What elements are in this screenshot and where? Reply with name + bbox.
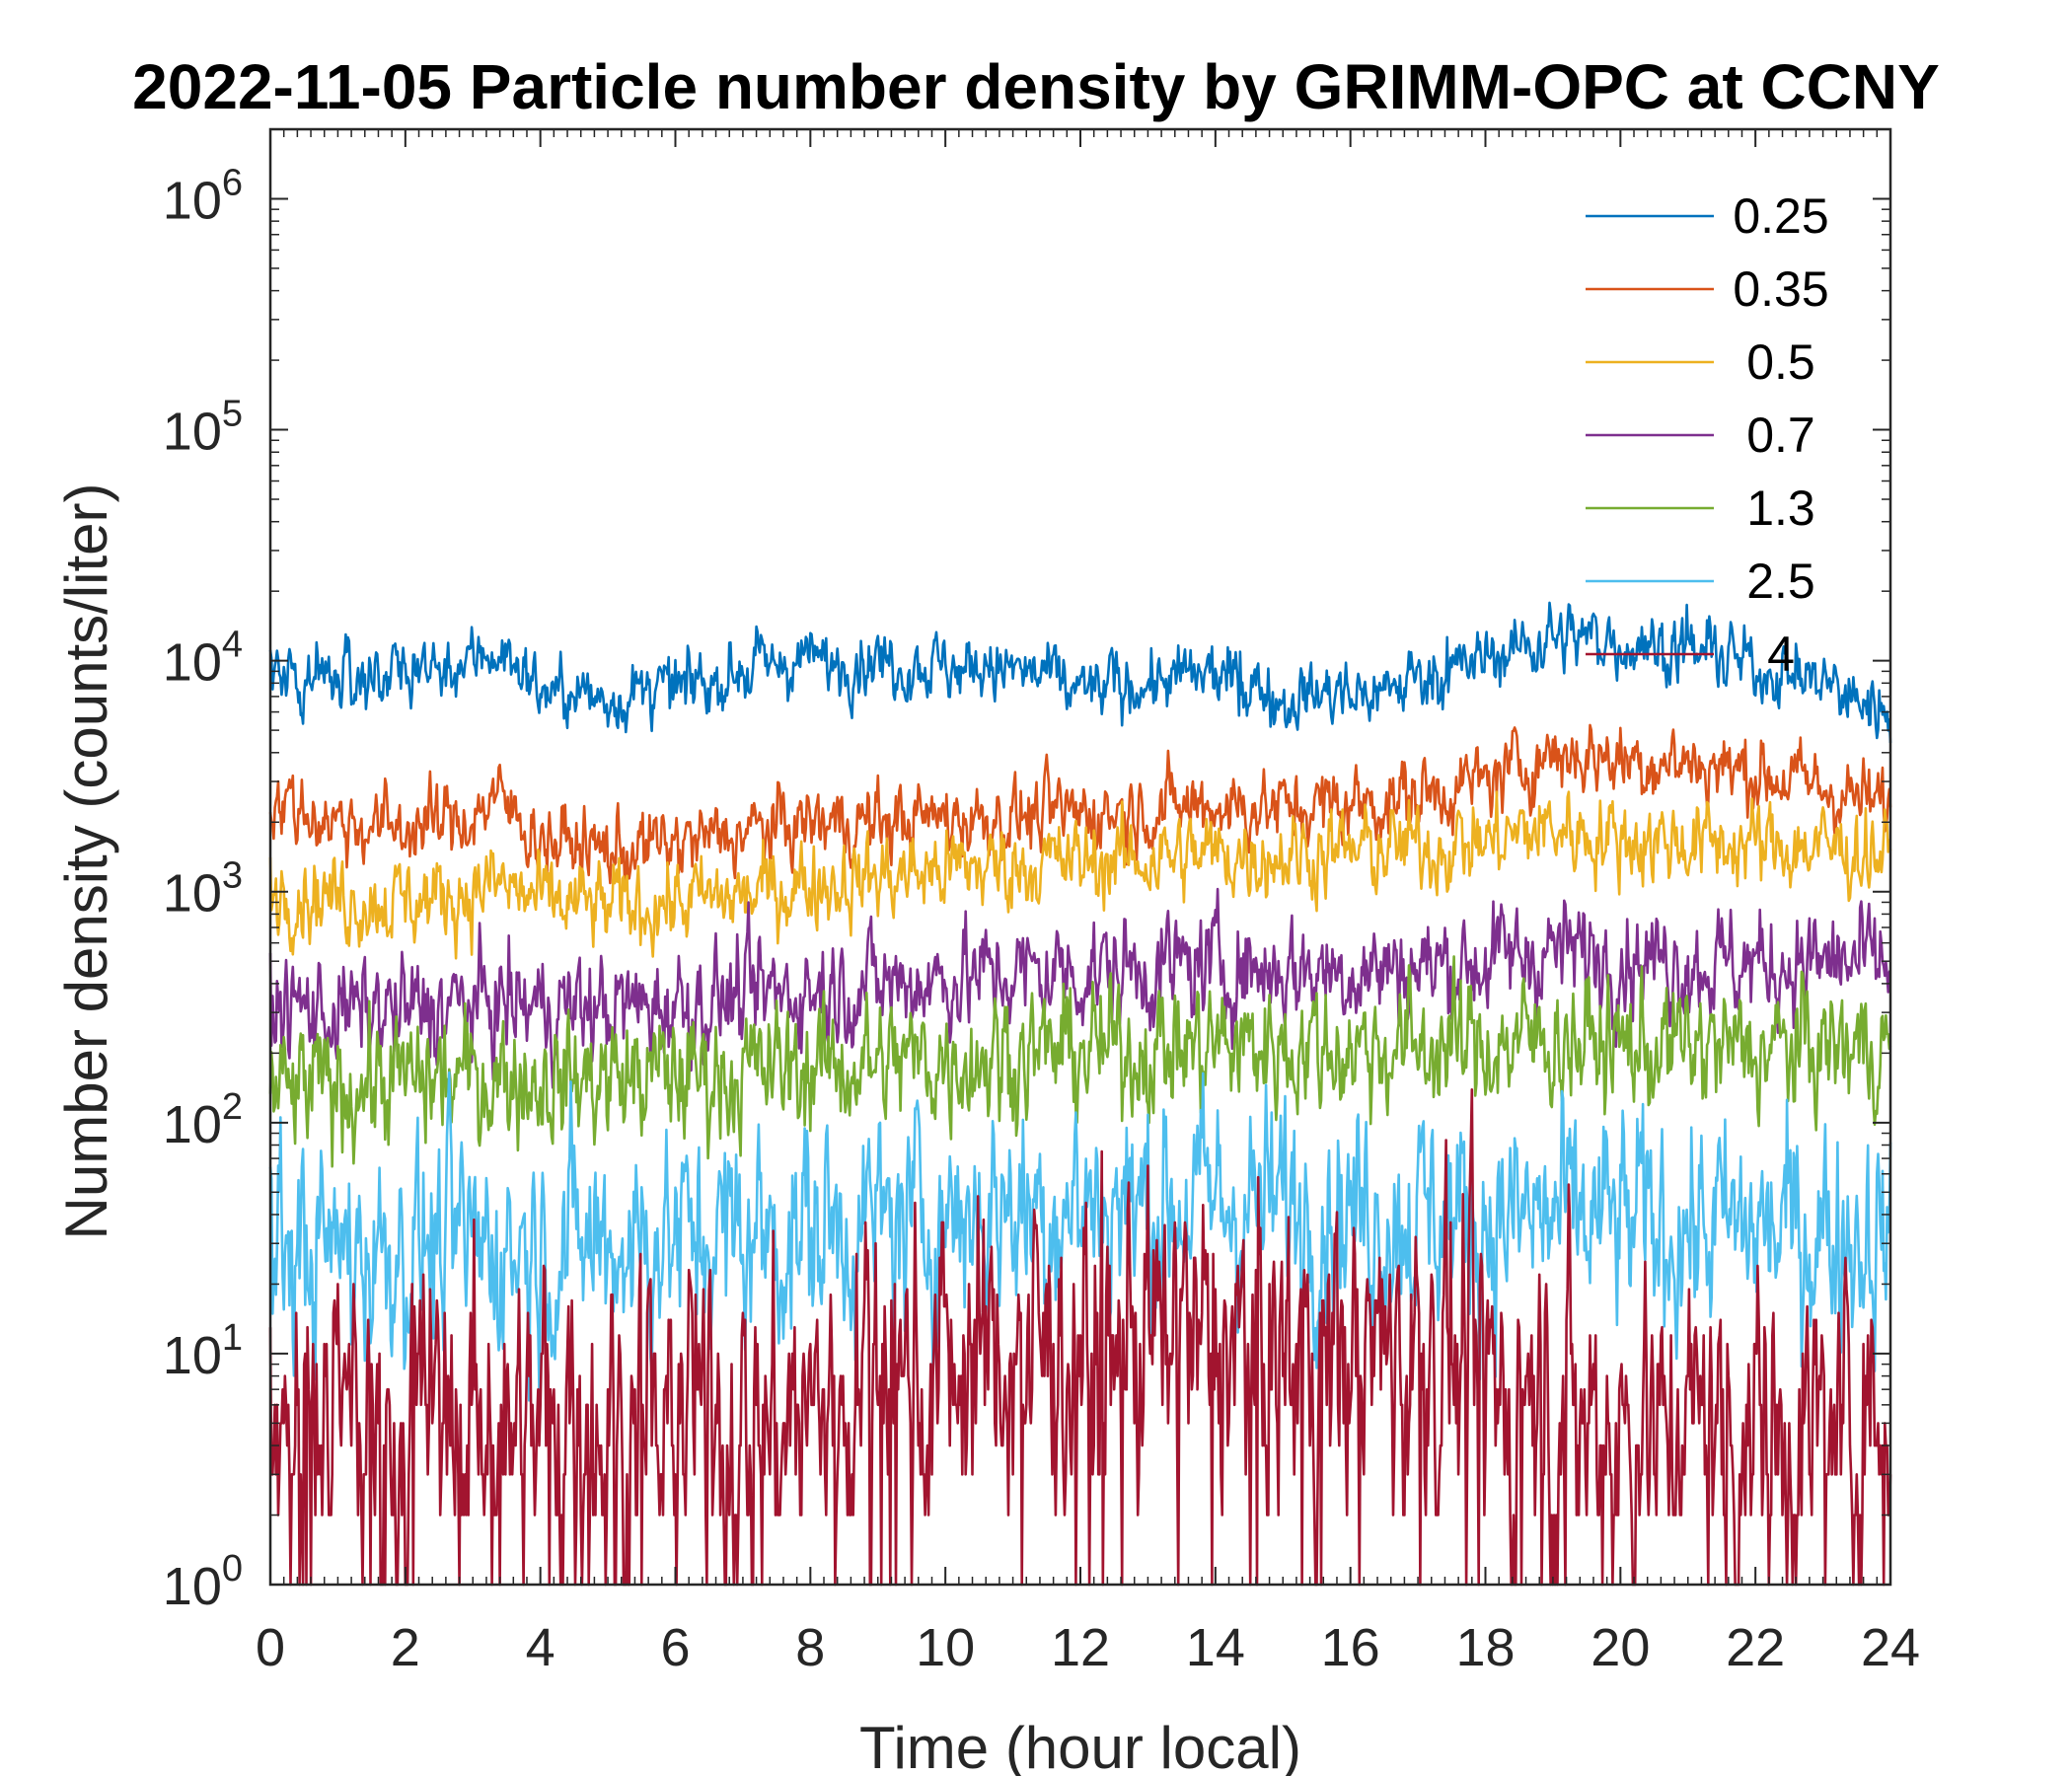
legend: 0.25 0.35 0.5 0.7 1.3 2.5 4 <box>1586 188 1829 682</box>
x-tick-label: 18 <box>1455 1618 1515 1677</box>
x-axis-label: Time (hour local) <box>859 1715 1301 1776</box>
axes: 0 2 4 6 8 10 12 14 16 18 20 22 241001011021031041051… <box>163 127 1920 1677</box>
chart-title: 2022-11-05 Particle number density by GR… <box>132 51 1940 122</box>
y-tick-label: 104 <box>163 625 243 693</box>
x-tick-label: 22 <box>1726 1618 1785 1677</box>
series-line-1_3 <box>268 955 1892 1168</box>
legend-label-2_5: 2.5 <box>1746 554 1815 609</box>
x-tick-label: 4 <box>526 1618 555 1677</box>
legend-label-0_5: 0.5 <box>1746 334 1815 390</box>
x-tick-label: 16 <box>1321 1618 1380 1677</box>
series-line-2_5 <box>268 1071 1892 1402</box>
series-line-0_5 <box>268 790 1892 960</box>
y-tick-label: 100 <box>163 1548 243 1616</box>
y-tick-label: 101 <box>163 1317 243 1385</box>
legend-label-1_3: 1.3 <box>1746 481 1815 536</box>
legend-label-4: 4 <box>1767 627 1795 682</box>
legend-label-0_35: 0.35 <box>1733 261 1828 317</box>
series-line-4 <box>268 1088 1892 1587</box>
x-tick-label: 14 <box>1186 1618 1245 1677</box>
series-line-0_35 <box>268 723 1892 889</box>
y-axis-label: Number density (counts/liter) <box>53 483 119 1240</box>
series-line-0_7 <box>268 887 1892 1089</box>
legend-label-0_7: 0.7 <box>1746 407 1815 463</box>
y-tick-label: 102 <box>163 1086 243 1154</box>
y-tick-label: 105 <box>163 394 243 462</box>
x-tick-label: 12 <box>1051 1618 1110 1677</box>
series-line-0_25 <box>268 601 1892 743</box>
x-tick-label: 20 <box>1591 1618 1650 1677</box>
x-tick-label: 6 <box>660 1618 690 1677</box>
plot-series <box>268 601 1892 1587</box>
x-tick-label: 0 <box>256 1618 285 1677</box>
x-tick-label: 2 <box>391 1618 420 1677</box>
y-tick-label: 103 <box>163 855 243 924</box>
y-tick-label: 106 <box>163 162 243 230</box>
x-tick-label: 10 <box>916 1618 975 1677</box>
x-tick-label: 8 <box>795 1618 825 1677</box>
x-tick-label: 24 <box>1861 1618 1920 1677</box>
legend-label-0_25: 0.25 <box>1733 188 1828 244</box>
